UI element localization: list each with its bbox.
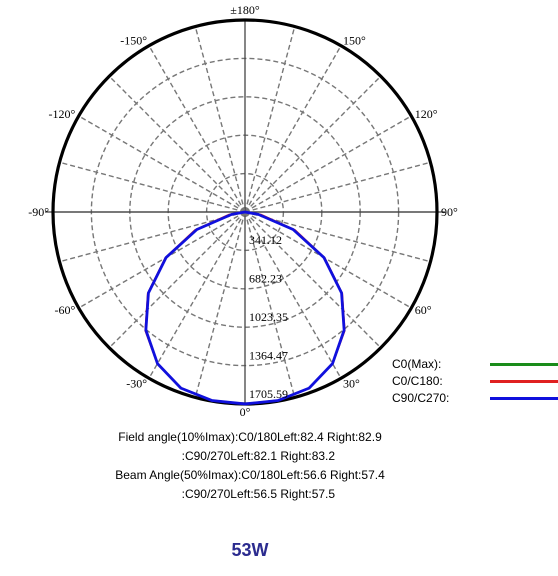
grid-spoke xyxy=(59,211,246,263)
grid-spoke xyxy=(244,45,342,213)
power-label: 53W xyxy=(231,540,269,560)
angle-label: -120° xyxy=(48,107,75,121)
angle-label: 120° xyxy=(415,107,438,121)
grid-spoke xyxy=(108,211,246,349)
grid-spoke xyxy=(244,26,296,213)
field-angle-c90-line: :C90/270Left:82.1 Right:83.2 xyxy=(164,449,336,463)
angle-label: 150° xyxy=(343,33,366,47)
angle-label: 60° xyxy=(415,303,432,317)
grid-spoke xyxy=(148,45,246,213)
grid-spoke xyxy=(244,211,342,379)
angle-label: 30° xyxy=(343,377,360,391)
grid-spoke xyxy=(244,211,412,309)
grid-spoke xyxy=(244,161,431,213)
grid-spoke xyxy=(148,211,246,379)
grid-spoke xyxy=(78,211,246,309)
angle-label: -30° xyxy=(126,377,147,391)
legend-entry-c0-max: C0(Max): xyxy=(392,357,558,374)
angle-label: ±180° xyxy=(230,3,260,17)
series-curve-c90-c270 xyxy=(144,210,346,406)
grid-spoke xyxy=(78,115,246,213)
legend-swatch-c90-c270 xyxy=(490,397,558,400)
grid-spoke xyxy=(59,161,246,213)
beam-angle-c90-line: :C90/270Left:56.5 Right:57.5 xyxy=(164,487,336,501)
angle-label: 90° xyxy=(441,205,458,219)
grid-spoke xyxy=(108,75,246,213)
legend-swatch-c0-c180 xyxy=(490,380,558,383)
polar-grid xyxy=(45,18,445,406)
grid-spoke xyxy=(244,211,431,263)
angle-label: -90° xyxy=(28,205,49,219)
polar-chart: 341.12 682.23 1023.35 1364.47 1705.59 ±180° -1… xyxy=(28,3,458,419)
radial-tick-label: 1705.59 xyxy=(249,387,288,401)
series-curves xyxy=(144,210,346,406)
legend-entry-c90-c270: C90/C270: xyxy=(392,391,558,408)
grid-spoke xyxy=(194,211,246,398)
legend-label-c0-max: C0(Max): xyxy=(392,357,442,371)
beam-info: Field angle(10%Imax):C0/180Left:82.4 Rig… xyxy=(0,428,500,504)
legend-label-c0-c180: C0/C180: xyxy=(392,374,443,388)
angle-label: -150° xyxy=(120,33,147,47)
angle-label: -60° xyxy=(54,303,75,317)
grid-spoke xyxy=(244,75,382,213)
radial-tick-label: 1364.47 xyxy=(249,348,288,362)
radial-tick-label: 341.12 xyxy=(249,233,282,247)
polar-labels: 341.12 682.23 1023.35 1364.47 1705.59 ±180° -1… xyxy=(28,3,458,419)
legend: C0(Max): C0/C180: C90/C270: xyxy=(392,357,558,408)
field-angle-c0-line: Field angle(10%Imax):C0/180Left:82.4 Rig… xyxy=(118,430,382,444)
legend-swatch-c0-max xyxy=(490,363,558,366)
legend-label-c90-c270: C90/C270: xyxy=(392,391,450,405)
legend-entry-c0-c180: C0/C180: xyxy=(392,374,558,391)
radial-tick-label: 1023.35 xyxy=(249,310,288,324)
grid-spoke xyxy=(194,26,246,213)
grid-spoke xyxy=(244,115,412,213)
angle-label: 0° xyxy=(240,405,251,419)
grid-spoke xyxy=(244,211,296,398)
radial-tick-label: 682.23 xyxy=(249,272,282,286)
beam-angle-c0-line: Beam Angle(50%Imax):C0/180Left:56.6 Righ… xyxy=(115,468,385,482)
